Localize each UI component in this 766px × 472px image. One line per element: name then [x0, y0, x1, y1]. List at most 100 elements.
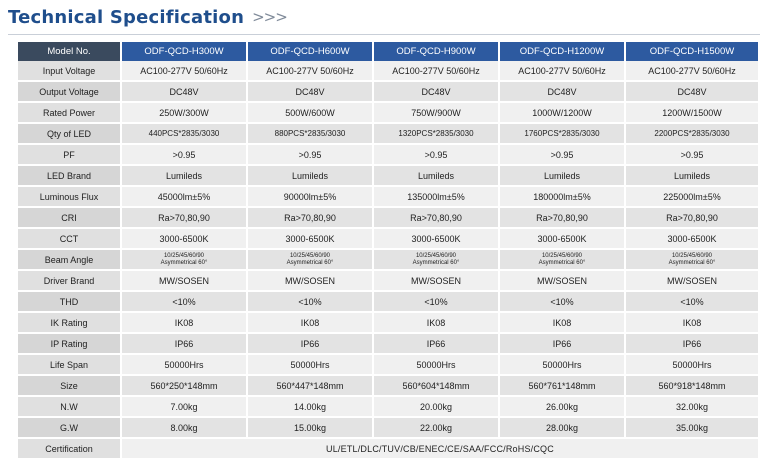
table-cell: 225000lm±5%	[626, 187, 760, 208]
table-cell: 560*447*148mm	[248, 376, 374, 397]
row-label: Rated Power	[18, 103, 122, 124]
table-cell: Lumileds	[122, 166, 248, 187]
table-cell: 3000-6500K	[374, 229, 500, 250]
table-cell: <10%	[500, 292, 626, 313]
table-cell: AC100-277V 50/60Hz	[374, 61, 500, 82]
table-cell: <10%	[626, 292, 760, 313]
row-label: Size	[18, 376, 122, 397]
table-cell: 3000-6500K	[626, 229, 760, 250]
table-cell: Ra>70,80,90	[122, 208, 248, 229]
row-label: G.W	[18, 418, 122, 439]
table-cell: MW/SOSEN	[374, 271, 500, 292]
table-row: IK Rating IK08 IK08 IK08 IK08 IK08	[18, 313, 760, 334]
table-cell: 50000Hrs	[122, 355, 248, 376]
table-cell: 26.00kg	[500, 397, 626, 418]
table-cell: 15.00kg	[248, 418, 374, 439]
title-divider	[8, 34, 760, 35]
table-cell: IP66	[122, 334, 248, 355]
table-cell: >0.95	[500, 145, 626, 166]
table-cell: >0.95	[374, 145, 500, 166]
table-cell: 1200W/1500W	[626, 103, 760, 124]
table-row: Qty of LED 440PCS*2835/3030 880PCS*2835/30…	[18, 124, 760, 145]
table-cell: Ra>70,80,90	[626, 208, 760, 229]
table-cell: IP66	[248, 334, 374, 355]
table-cell: 28.00kg	[500, 418, 626, 439]
table-cell: >0.95	[626, 145, 760, 166]
row-label: Luminous Flux	[18, 187, 122, 208]
row-label: CRI	[18, 208, 122, 229]
table-cell: 500W/600W	[248, 103, 374, 124]
table-cell: DC48V	[122, 82, 248, 103]
table-cell: 560*604*148mm	[374, 376, 500, 397]
table-cell: 10/25/45/60/90 Asymmetrical 60°	[374, 250, 500, 271]
table-cell: DC48V	[500, 82, 626, 103]
table-row: IP Rating IP66 IP66 IP66 IP66 IP66	[18, 334, 760, 355]
table-cell: Lumileds	[500, 166, 626, 187]
row-label: Driver Brand	[18, 271, 122, 292]
beam-angle-line: Asymmetrical 60°	[160, 259, 208, 266]
row-label: Output Voltage	[18, 82, 122, 103]
table-row: Beam Angle 10/25/45/60/90 Asymmetrical 60°…	[18, 250, 760, 271]
table-cell: IK08	[626, 313, 760, 334]
table-cell: <10%	[122, 292, 248, 313]
table-cell: 50000Hrs	[374, 355, 500, 376]
table-row: Driver Brand MW/SOSEN MW/SOSEN MW/SOSEN MW/S…	[18, 271, 760, 292]
table-cell: 1760PCS*2835/3030	[500, 124, 626, 145]
beam-angle-line: Asymmetrical 60°	[286, 259, 334, 266]
table-row: THD <10% <10% <10% <10% <10%	[18, 292, 760, 313]
beam-angle-line: Asymmetrical 60°	[412, 259, 460, 266]
certification-row: Certification UL/ETL/DLC/TUV/CB/ENEC/CE/S…	[18, 439, 760, 460]
row-label: LED Brand	[18, 166, 122, 187]
table-cell: 32.00kg	[626, 397, 760, 418]
header-model: ODF-QCD-H1200W	[500, 42, 626, 61]
table-cell: IK08	[500, 313, 626, 334]
table-cell: Lumileds	[248, 166, 374, 187]
row-label: CCT	[18, 229, 122, 250]
table-cell: 14.00kg	[248, 397, 374, 418]
table-row: N.W 7.00kg 14.00kg 20.00kg 26.00kg 32.00kg	[18, 397, 760, 418]
table-row: CCT 3000-6500K 3000-6500K 3000-6500K 3000-65…	[18, 229, 760, 250]
table-cell: <10%	[248, 292, 374, 313]
table-cell: 22.00kg	[374, 418, 500, 439]
table-cell: >0.95	[248, 145, 374, 166]
table-cell: 2200PCS*2835/3030	[626, 124, 760, 145]
row-label: Input Voltage	[18, 61, 122, 82]
table-cell: Lumileds	[626, 166, 760, 187]
table-cell: Ra>70,80,90	[500, 208, 626, 229]
table-row: Size 560*250*148mm 560*447*148mm 560*604*14…	[18, 376, 760, 397]
table-cell: 1320PCS*2835/3030	[374, 124, 500, 145]
table-cell: IP66	[500, 334, 626, 355]
table-cell: 560*761*148mm	[500, 376, 626, 397]
beam-angle-line: 10/25/45/60/90	[671, 252, 713, 259]
table-cell: 135000lm±5%	[374, 187, 500, 208]
row-label: PF	[18, 145, 122, 166]
table-cell: IK08	[248, 313, 374, 334]
table-cell: AC100-277V 50/60Hz	[626, 61, 760, 82]
table-cell: 8.00kg	[122, 418, 248, 439]
table-cell: 10/25/45/60/90 Asymmetrical 60°	[500, 250, 626, 271]
row-label: THD	[18, 292, 122, 313]
table-cell: 440PCS*2835/3030	[122, 124, 248, 145]
table-cell: 10/25/45/60/90 Asymmetrical 60°	[122, 250, 248, 271]
table-cell: DC48V	[248, 82, 374, 103]
table-cell: Lumileds	[374, 166, 500, 187]
table-cell: AC100-277V 50/60Hz	[500, 61, 626, 82]
row-label: IK Rating	[18, 313, 122, 334]
row-label: Beam Angle	[18, 250, 122, 271]
header-row: Model No. ODF-QCD-H300W ODF-QCD-H600W OD…	[18, 42, 760, 61]
row-label: Life Span	[18, 355, 122, 376]
header-label: Model No.	[18, 42, 122, 61]
table-cell: 45000lm±5%	[122, 187, 248, 208]
table-cell: IK08	[122, 313, 248, 334]
table-cell: 880PCS*2835/3030	[248, 124, 374, 145]
table-cell: IK08	[374, 313, 500, 334]
header-model: ODF-QCD-H900W	[374, 42, 500, 61]
table-cell: 3000-6500K	[500, 229, 626, 250]
table-cell: MW/SOSEN	[122, 271, 248, 292]
table-cell: 3000-6500K	[248, 229, 374, 250]
table-row: Life Span 50000Hrs 50000Hrs 50000Hrs 50000Hr…	[18, 355, 760, 376]
table-row: LED Brand Lumileds Lumileds Lumileds Lumiled…	[18, 166, 760, 187]
table-cell: AC100-277V 50/60Hz	[122, 61, 248, 82]
table-row: PF >0.95 >0.95 >0.95 >0.95 >0.95	[18, 145, 760, 166]
row-label: IP Rating	[18, 334, 122, 355]
